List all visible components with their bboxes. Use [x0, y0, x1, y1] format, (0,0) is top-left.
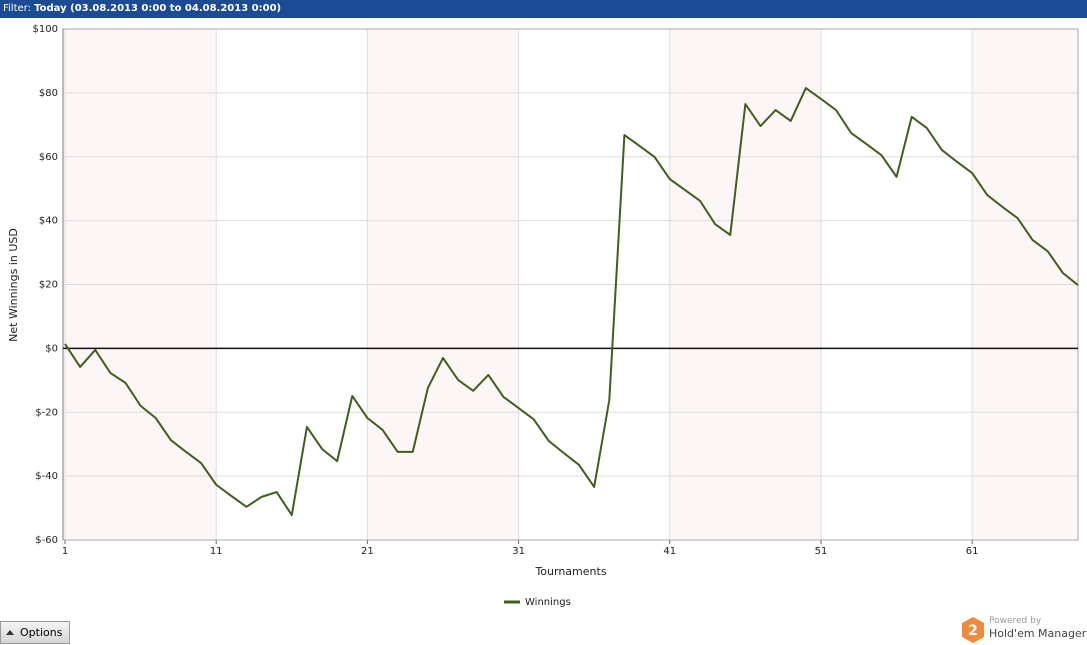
powered-by: Powered by — [989, 616, 1042, 626]
brand-name: Hold'em Manager — [989, 627, 1087, 640]
x-tick-label: 1 — [62, 546, 68, 557]
filter-value: Today (03.08.2013 0:00 to 04.08.2013 0:0… — [34, 3, 282, 14]
legend-label: Winnings — [525, 597, 571, 608]
options-label: Options — [20, 626, 63, 639]
series-line — [64, 87, 1079, 517]
y-tick-label: $60 — [39, 152, 58, 163]
x-tick-label: 41 — [663, 546, 676, 557]
y-tick-label: $100 — [33, 24, 58, 35]
y-tick-label: $0 — [45, 343, 58, 354]
y-tick-label: $80 — [39, 88, 58, 99]
x-tick-label: 21 — [361, 546, 374, 557]
x-tick-label: 51 — [815, 546, 828, 557]
brand-logo: 2 Powered by Hold'em Manager — [960, 614, 1087, 645]
x-tick-label: 61 — [966, 546, 979, 557]
y-tick-label: $-60 — [35, 535, 58, 546]
logo-icon: 2 — [962, 617, 984, 643]
options-button[interactable]: Options — [0, 621, 70, 644]
x-tick-label: 11 — [210, 546, 223, 557]
x-axis-title: Tournaments — [534, 565, 606, 578]
y-tick-label: $20 — [39, 280, 58, 291]
filter-label: Filter: — [3, 3, 31, 14]
y-axis-title: Net Winnings in USD — [7, 228, 20, 342]
filter-bar: Filter: Today (03.08.2013 0:00 to 04.08.… — [0, 0, 1087, 18]
x-tick-label: 31 — [512, 546, 525, 557]
y-tick-label: $-20 — [35, 407, 58, 418]
logo-number: 2 — [968, 623, 978, 639]
y-tick-label: $-40 — [35, 471, 58, 482]
y-tick-label: $40 — [39, 216, 58, 227]
